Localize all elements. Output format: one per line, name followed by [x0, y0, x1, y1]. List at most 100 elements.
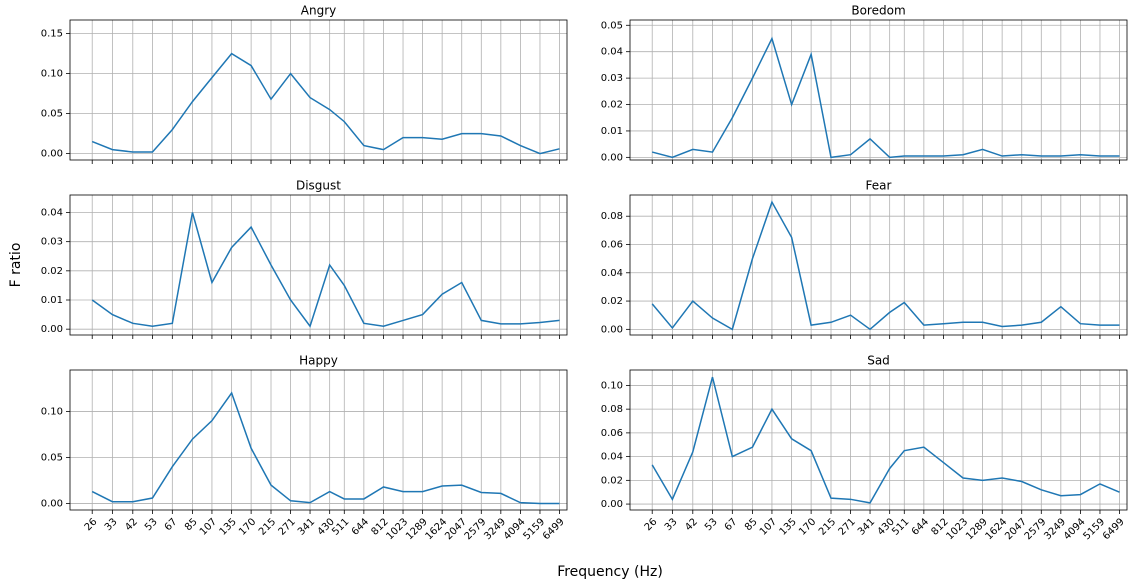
x-tick-label: 2047 [1003, 516, 1029, 542]
x-tick-label: 644 [350, 516, 371, 537]
x-tick-label: 6499 [541, 516, 567, 542]
plot-frame [69, 369, 568, 511]
x-tick-label: 33 [103, 516, 120, 533]
x-tick-label: 42 [123, 516, 140, 533]
x-tick-label: 33 [663, 516, 680, 533]
y-tick-label: 0.00 [601, 152, 623, 163]
y-axis-label: F ratio [8, 243, 24, 288]
x-tick-label: 3249 [482, 516, 508, 542]
x-tick-label: 2579 [463, 516, 489, 542]
x-tick-label: 341 [296, 516, 317, 537]
y-tick-label: 0.00 [41, 149, 63, 160]
subplot-title: Happy [299, 354, 338, 368]
x-tick-label: 170 [237, 516, 258, 537]
x-tick-label: 135 [778, 516, 799, 537]
y-tick-label: 0.10 [41, 69, 63, 80]
x-tick-label: 511 [890, 516, 911, 537]
y-tick-label: 0.00 [41, 324, 63, 335]
x-tick-label: 3249 [1042, 516, 1068, 542]
y-tick-label: 0.10 [41, 406, 63, 417]
x-tick-label: 53 [143, 516, 160, 533]
y-tick-label: 0.15 [41, 29, 63, 40]
x-tick-label: 1624 [984, 516, 1010, 542]
subplot-title: Disgust [296, 179, 341, 193]
plot-frame [629, 369, 1128, 511]
subplot-title: Boredom [851, 4, 905, 18]
y-tick-label: 0.04 [601, 268, 623, 279]
x-tick-label: 511 [330, 516, 351, 537]
subplot-title: Fear [866, 179, 892, 193]
x-tick-label: 170 [797, 516, 818, 537]
y-tick-label: 0.05 [41, 453, 63, 464]
x-tick-label: 4094 [502, 516, 528, 542]
y-tick-label: 0.00 [41, 499, 63, 510]
x-tick-label: 341 [856, 516, 877, 537]
y-tick-label: 0.01 [601, 126, 623, 137]
y-tick-label: 0.10 [601, 380, 623, 391]
y-tick-label: 0.02 [41, 266, 63, 277]
x-tick-label: 6499 [1101, 516, 1127, 542]
subplot: Fear 0.00 0.02 0.04 0.06 0.08 [601, 179, 1128, 339]
x-tick-label: 2579 [1023, 516, 1049, 542]
y-tick-label: 0.02 [601, 100, 623, 111]
x-tick-label: 26 [83, 516, 100, 533]
x-axis-label: Frequency (Hz) [557, 564, 663, 580]
x-tick-label: 4094 [1062, 516, 1088, 542]
x-tick-label: 42 [683, 516, 700, 533]
x-tick-label: 1023 [944, 516, 970, 542]
x-tick-label: 644 [910, 516, 931, 537]
plot-frame [69, 19, 568, 161]
y-tick-label: 0.04 [601, 47, 623, 58]
x-tick-label: 107 [198, 516, 219, 537]
subplot: Boredom 0.00 0.01 0.02 0.03 0.04 0.05 [601, 4, 1128, 164]
y-tick-label: 0.05 [601, 20, 623, 31]
x-tick-label: 215 [817, 516, 838, 537]
plot-frame [629, 194, 1128, 336]
x-tick-label: 85 [183, 516, 200, 533]
line [651, 200, 1120, 331]
x-tick-label: 1289 [964, 516, 990, 542]
x-tick-label: 271 [277, 516, 298, 537]
y-tick-label: 0.06 [601, 428, 623, 439]
y-tick-label: 0.00 [601, 324, 623, 335]
x-tick-label: 26 [643, 516, 660, 533]
y-tick-label: 0.06 [601, 239, 623, 250]
x-tick-label: 1624 [424, 516, 450, 542]
subplot-title: Angry [301, 4, 336, 18]
x-tick-label: 1023 [384, 516, 410, 542]
y-tick-label: 0.03 [601, 73, 623, 84]
x-tick-label: 107 [758, 516, 779, 537]
x-tick-label: 85 [743, 516, 760, 533]
subplot: Disgust 0.00 0.01 0.02 0.03 0.04 [41, 179, 568, 339]
y-tick-label: 0.05 [41, 109, 63, 120]
x-tick-label: 135 [218, 516, 239, 537]
y-tick-label: 0.04 [41, 208, 63, 219]
x-tick-label: 1289 [404, 516, 430, 542]
x-tick-label: 67 [163, 516, 180, 533]
x-tick-label: 2047 [443, 516, 469, 542]
line [651, 376, 1120, 504]
line [652, 36, 1120, 159]
y-tick-label: 0.02 [601, 296, 623, 307]
line [91, 52, 560, 155]
y-tick-label: 0.04 [601, 452, 623, 463]
y-tick-label: 0.02 [601, 475, 623, 486]
y-tick-label: 0.08 [601, 211, 623, 222]
subplot-title: Sad [867, 354, 890, 368]
subplot: Angry 0.00 0.05 0.10 0.15 [41, 4, 568, 164]
plot-frame [629, 19, 1128, 161]
line [91, 391, 560, 505]
x-tick-label: 215 [257, 516, 278, 537]
x-tick-label: 67 [723, 516, 740, 533]
y-tick-label: 0.08 [601, 404, 623, 415]
y-tick-label: 0.03 [41, 237, 63, 248]
line [91, 212, 560, 328]
y-tick-label: 0.01 [41, 295, 63, 306]
x-tick-label: 5159 [1081, 516, 1107, 542]
x-tick-label: 53 [703, 516, 720, 533]
y-tick-label: 0.00 [601, 499, 623, 510]
